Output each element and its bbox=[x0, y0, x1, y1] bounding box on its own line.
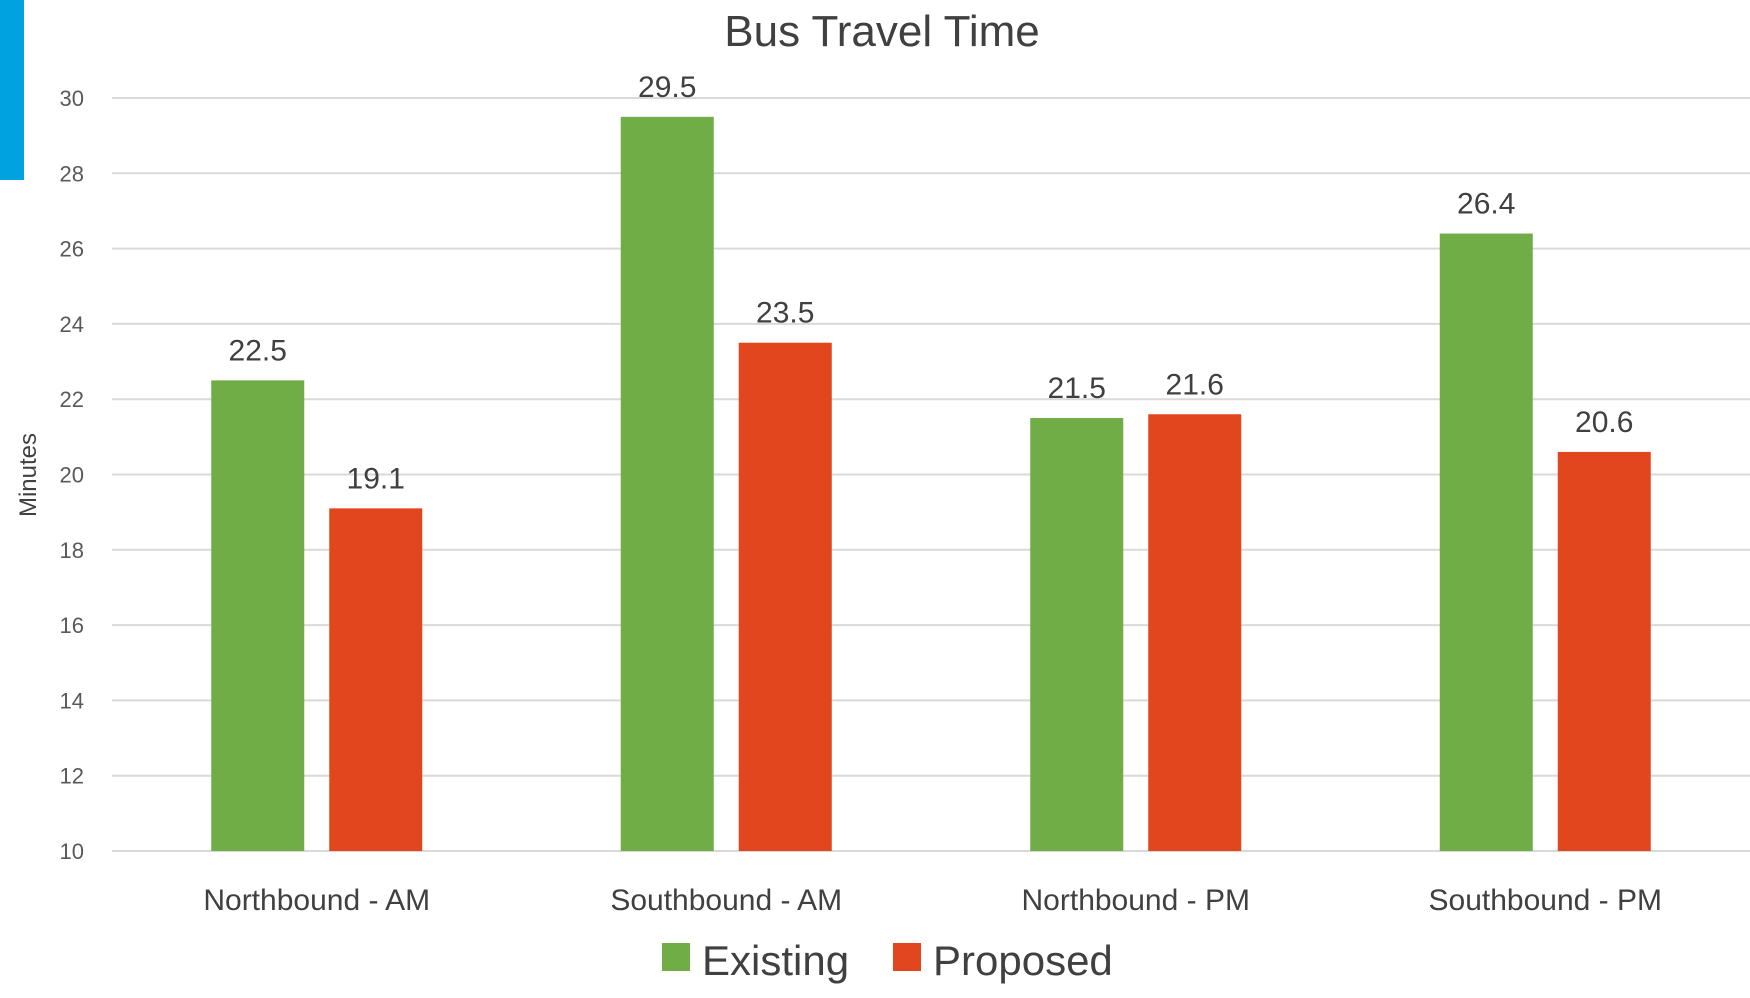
y-tick-label: 20 bbox=[60, 463, 84, 488]
legend-label-proposed: Proposed bbox=[933, 937, 1113, 984]
bar-existing bbox=[1030, 418, 1124, 851]
category-label: Northbound - AM bbox=[203, 884, 430, 917]
y-tick-label: 12 bbox=[60, 764, 84, 789]
legend-swatch-proposed bbox=[893, 943, 921, 971]
bar-proposed bbox=[329, 508, 423, 851]
bar-existing bbox=[211, 380, 305, 851]
y-tick-label: 24 bbox=[60, 312, 84, 337]
y-tick-label: 14 bbox=[60, 688, 84, 713]
bars bbox=[211, 116, 1651, 852]
y-axis-ticks: 10 12 14 16 18 20 22 24 26 28 30 bbox=[60, 86, 84, 864]
data-label: 26.4 bbox=[1457, 188, 1515, 221]
accent-bar bbox=[0, 0, 24, 180]
legend: Existing Proposed bbox=[662, 937, 1113, 984]
data-label: 23.5 bbox=[756, 297, 814, 330]
bar-proposed bbox=[1557, 451, 1651, 851]
data-label: 19.1 bbox=[347, 462, 405, 495]
category-label: Southbound - PM bbox=[1429, 884, 1662, 917]
bar-proposed bbox=[738, 342, 832, 851]
y-tick-label: 28 bbox=[60, 161, 84, 186]
data-label: 21.6 bbox=[1166, 368, 1224, 401]
chart-title: Bus Travel Time bbox=[724, 7, 1039, 56]
legend-label-existing: Existing bbox=[702, 937, 849, 984]
data-label: 21.5 bbox=[1048, 372, 1106, 405]
bar-existing bbox=[620, 116, 714, 851]
y-tick-label: 22 bbox=[60, 387, 84, 412]
category-label: Northbound - PM bbox=[1022, 884, 1250, 917]
data-label: 22.5 bbox=[229, 334, 287, 367]
y-tick-label: 18 bbox=[60, 538, 84, 563]
y-tick-label: 10 bbox=[60, 839, 84, 864]
y-tick-label: 30 bbox=[60, 86, 84, 111]
y-tick-label: 26 bbox=[60, 237, 84, 262]
bar-proposed bbox=[1148, 414, 1242, 851]
bar-existing bbox=[1439, 233, 1533, 852]
category-labels: Northbound - AM Southbound - AM Northbound… bbox=[203, 884, 1662, 917]
y-axis-title: Minutes bbox=[15, 433, 42, 517]
y-tick-label: 16 bbox=[60, 613, 84, 638]
category-label: Southbound - AM bbox=[610, 884, 842, 917]
legend-swatch-existing bbox=[662, 943, 690, 971]
data-label: 20.6 bbox=[1575, 406, 1633, 439]
data-labels: 22.5 19.1 29.5 23.5 21.5 21.6 26.4 20.6 bbox=[229, 71, 1634, 496]
data-label: 29.5 bbox=[638, 71, 696, 104]
